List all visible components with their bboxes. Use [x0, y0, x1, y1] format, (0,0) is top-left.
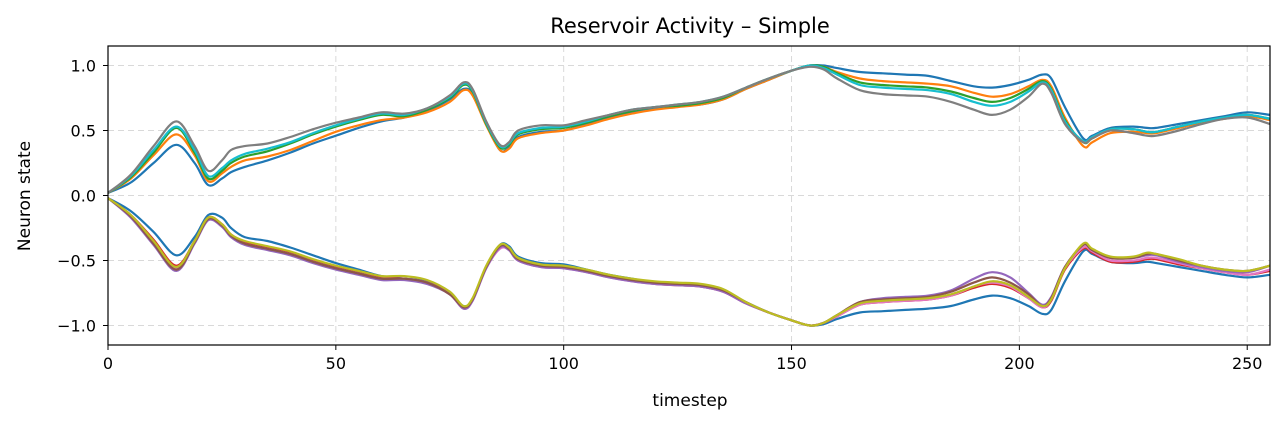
y-tick-label: 0.5: [71, 122, 96, 141]
series-layer: [108, 63, 1270, 327]
x-axis: 0 50 100 150 200 250: [103, 345, 1263, 373]
grid-lines: [107, 46, 1270, 345]
x-tick-label: 150: [776, 354, 807, 373]
x-tick-label: 250: [1232, 354, 1263, 373]
series-line-9: [108, 197, 1270, 327]
series-line-7: [108, 197, 1270, 327]
y-tick-label: −1.0: [57, 317, 96, 336]
y-tick-label: −0.5: [57, 252, 96, 271]
series-line-4: [108, 64, 1270, 194]
y-tick-label: 1.0: [71, 57, 96, 76]
series-line-10: [108, 197, 1270, 327]
y-tick-label: 0.0: [71, 187, 96, 206]
x-tick-label: 200: [1004, 354, 1035, 373]
series-line-2: [108, 64, 1270, 194]
x-tick-label: 0: [103, 354, 113, 373]
x-axis-label: timestep: [652, 391, 727, 411]
series-line-3: [108, 64, 1270, 194]
y-axis-label: Neuron state: [15, 141, 35, 251]
x-tick-label: 50: [326, 354, 346, 373]
series-line-6: [108, 197, 1270, 327]
chart-title: Reservoir Activity – Simple: [550, 14, 830, 38]
series-line-11: [108, 197, 1270, 327]
series-line-8: [108, 197, 1270, 327]
series-line-5: [108, 65, 1270, 194]
series-line-1: [108, 63, 1270, 194]
y-axis: −1.0 −0.5 0.0 0.5 1.0: [57, 57, 108, 336]
x-tick-label: 100: [548, 354, 579, 373]
